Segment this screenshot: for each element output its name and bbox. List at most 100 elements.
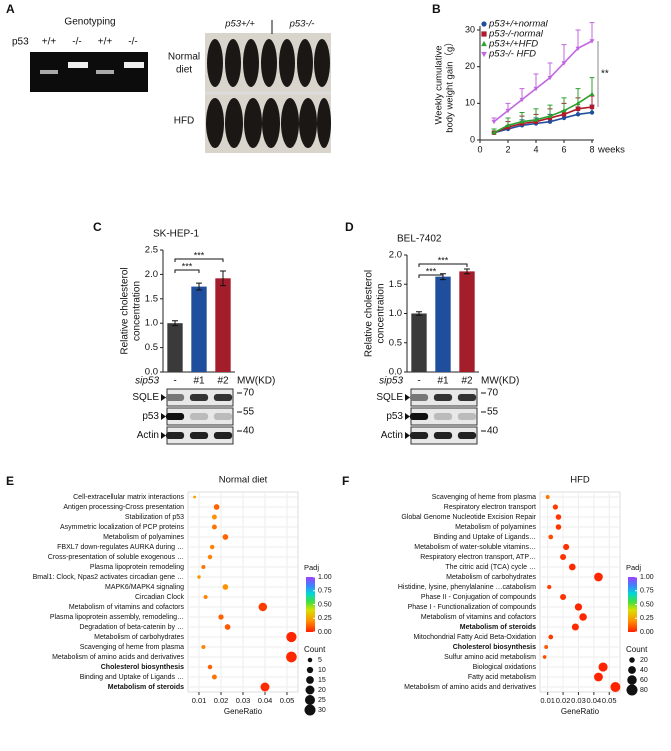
y-axis-label: concentration bbox=[376, 283, 387, 343]
y-tick-label: 0.5 bbox=[145, 342, 158, 353]
protein-label: p53 bbox=[142, 411, 159, 422]
data-point bbox=[505, 122, 511, 128]
category-label: Sulfur amino acid metabolism bbox=[444, 654, 536, 661]
significance-bracket bbox=[418, 263, 468, 267]
category-label: Metabolism of carbohydrates bbox=[446, 574, 536, 581]
x-tick-label: #1 bbox=[437, 376, 449, 387]
dot bbox=[209, 544, 215, 550]
lane-label: +/+ bbox=[98, 37, 113, 48]
size-legend-label: 60 bbox=[640, 677, 648, 684]
dot bbox=[286, 651, 297, 663]
y-axis-label: body weight gain（g） bbox=[444, 37, 456, 133]
significance-bracket bbox=[174, 258, 224, 262]
x-axis-label: GeneRatio bbox=[224, 707, 263, 716]
dot bbox=[211, 674, 217, 680]
blot-band bbox=[213, 432, 233, 439]
size-legend-dot bbox=[306, 676, 314, 684]
x-tick-label: - bbox=[417, 376, 420, 387]
series-line bbox=[493, 106, 593, 134]
dot bbox=[560, 553, 567, 561]
dot bbox=[571, 623, 579, 631]
size-legend-title: Count bbox=[304, 645, 326, 654]
y-tick-label: 1.5 bbox=[145, 293, 158, 304]
x-tick-label: 0.01 bbox=[540, 696, 555, 705]
data-point bbox=[519, 121, 525, 126]
category-label: Metabolism of amino acids and derivative… bbox=[404, 684, 536, 691]
blot-band bbox=[409, 432, 429, 439]
category-label: Metabolism of vitamins and cofactors bbox=[421, 614, 537, 621]
dot bbox=[222, 534, 229, 540]
x-tick-label: - bbox=[173, 376, 176, 387]
panel-label: E bbox=[6, 474, 14, 488]
category-label: Phase I - Functionalization of compounds bbox=[408, 604, 537, 611]
mw-label: 70 bbox=[487, 388, 499, 399]
dot bbox=[544, 645, 549, 649]
x-axis-label: sip53 bbox=[379, 376, 403, 387]
blot-band bbox=[433, 394, 453, 401]
dot bbox=[542, 655, 547, 659]
data-point bbox=[589, 104, 595, 110]
y-tick-label: 1.0 bbox=[389, 308, 402, 319]
gel-band bbox=[96, 70, 114, 74]
protein-label: SQLE bbox=[132, 392, 159, 403]
color-legend-title: Padj bbox=[626, 563, 641, 572]
dot bbox=[218, 614, 224, 620]
data-point bbox=[547, 113, 553, 118]
blot-arrow bbox=[161, 394, 166, 401]
chart-title: Normal diet bbox=[219, 475, 268, 486]
dot bbox=[574, 603, 583, 611]
dot bbox=[545, 495, 550, 499]
category-label: Metabolism of polyamines bbox=[103, 534, 184, 541]
y-axis-label: Relative cholesterol bbox=[120, 267, 131, 354]
y-tick-label: 2.0 bbox=[389, 250, 402, 261]
dot bbox=[547, 584, 552, 590]
annotation: *** bbox=[438, 255, 449, 265]
gene-label: p53 bbox=[12, 37, 29, 48]
data-point bbox=[575, 106, 581, 112]
dot bbox=[193, 495, 197, 499]
dot bbox=[211, 524, 217, 530]
category-label: Binding and Uptake of Ligands… bbox=[434, 534, 536, 541]
mw-label: 70 bbox=[243, 388, 255, 399]
size-legend-dot bbox=[628, 666, 636, 674]
size-legend-label: 80 bbox=[640, 687, 648, 694]
group-label: p53+/+ bbox=[224, 19, 255, 30]
category-label: Scavenging of heme from plasma bbox=[432, 494, 536, 501]
data-point bbox=[533, 86, 539, 92]
blot-band bbox=[433, 432, 453, 439]
data-point bbox=[589, 110, 595, 115]
gel-band bbox=[68, 62, 88, 68]
category-label: Metabolism of carbohydrates bbox=[94, 634, 184, 641]
panel-label: C bbox=[93, 220, 102, 234]
plot-area bbox=[539, 491, 621, 693]
legend-marker bbox=[481, 31, 487, 37]
blot-band bbox=[409, 394, 429, 401]
y-axis-label: concentration bbox=[132, 281, 143, 341]
blot-band bbox=[189, 432, 209, 439]
lane-label: -/- bbox=[128, 37, 137, 48]
blot-band bbox=[213, 413, 233, 420]
dot bbox=[594, 572, 603, 582]
protein-label: Actin bbox=[381, 430, 403, 441]
dot bbox=[224, 624, 231, 630]
dot bbox=[207, 664, 213, 670]
legend-marker bbox=[481, 21, 487, 27]
error-bar bbox=[464, 268, 470, 275]
size-legend-dot bbox=[306, 666, 314, 674]
color-legend-title: Padj bbox=[304, 563, 319, 572]
blot-arrow bbox=[161, 432, 166, 439]
data-point bbox=[561, 115, 567, 121]
dot bbox=[222, 584, 229, 590]
panel-label: A bbox=[6, 2, 15, 16]
chart-title: SK-HEP-1 bbox=[153, 229, 200, 240]
category-label: Histidine, lysine, phenylalanine …catabo… bbox=[398, 584, 536, 591]
colorbar-label: 0.00 bbox=[640, 629, 654, 636]
data-point bbox=[561, 108, 567, 113]
error-bar bbox=[220, 270, 226, 287]
chart-title: HFD bbox=[570, 475, 590, 486]
y-tick-label: 2.0 bbox=[145, 269, 158, 280]
mw-header: MW(KD) bbox=[481, 376, 519, 387]
bar bbox=[435, 276, 451, 372]
mw-label: 40 bbox=[487, 426, 499, 437]
blot-arrow bbox=[405, 394, 410, 401]
